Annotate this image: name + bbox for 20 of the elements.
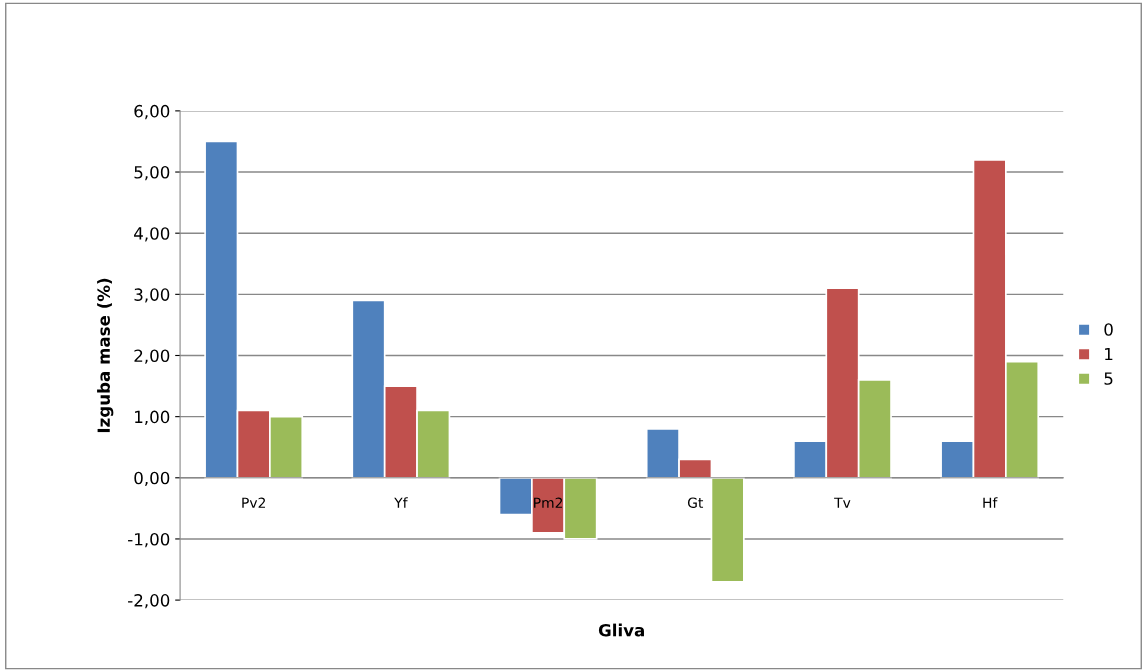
y-axis-title: Izguba mase (%) (97, 278, 114, 433)
x-tick-label: Gt (687, 497, 704, 508)
y-tick-label: 5,00 (134, 165, 170, 181)
y-tick-label: 2,00 (134, 349, 170, 364)
legend-label: 5 (1104, 372, 1113, 385)
y-tick-label: -2,00 (128, 594, 170, 609)
x-tick-label: Pm2 (534, 497, 563, 508)
y-tick-label: 0,00 (134, 471, 170, 487)
x-tick-label: Tv (834, 497, 851, 508)
y-tick-label: 6,00 (134, 104, 170, 120)
y-tick-label: -1,00 (128, 532, 170, 548)
legend-label: 0 (1104, 323, 1113, 336)
y-tick-label: 3,00 (134, 288, 170, 303)
legend-label: 1 (1105, 347, 1113, 361)
x-tick-label: Pv2 (242, 497, 265, 508)
y-tick-label: 1,00 (135, 410, 170, 425)
x-tick-label: Yf (394, 497, 408, 508)
x-tick-label: Hf (983, 497, 998, 508)
y-tick-label: 4,00 (134, 227, 170, 242)
x-axis-title: Gliva (598, 623, 644, 637)
